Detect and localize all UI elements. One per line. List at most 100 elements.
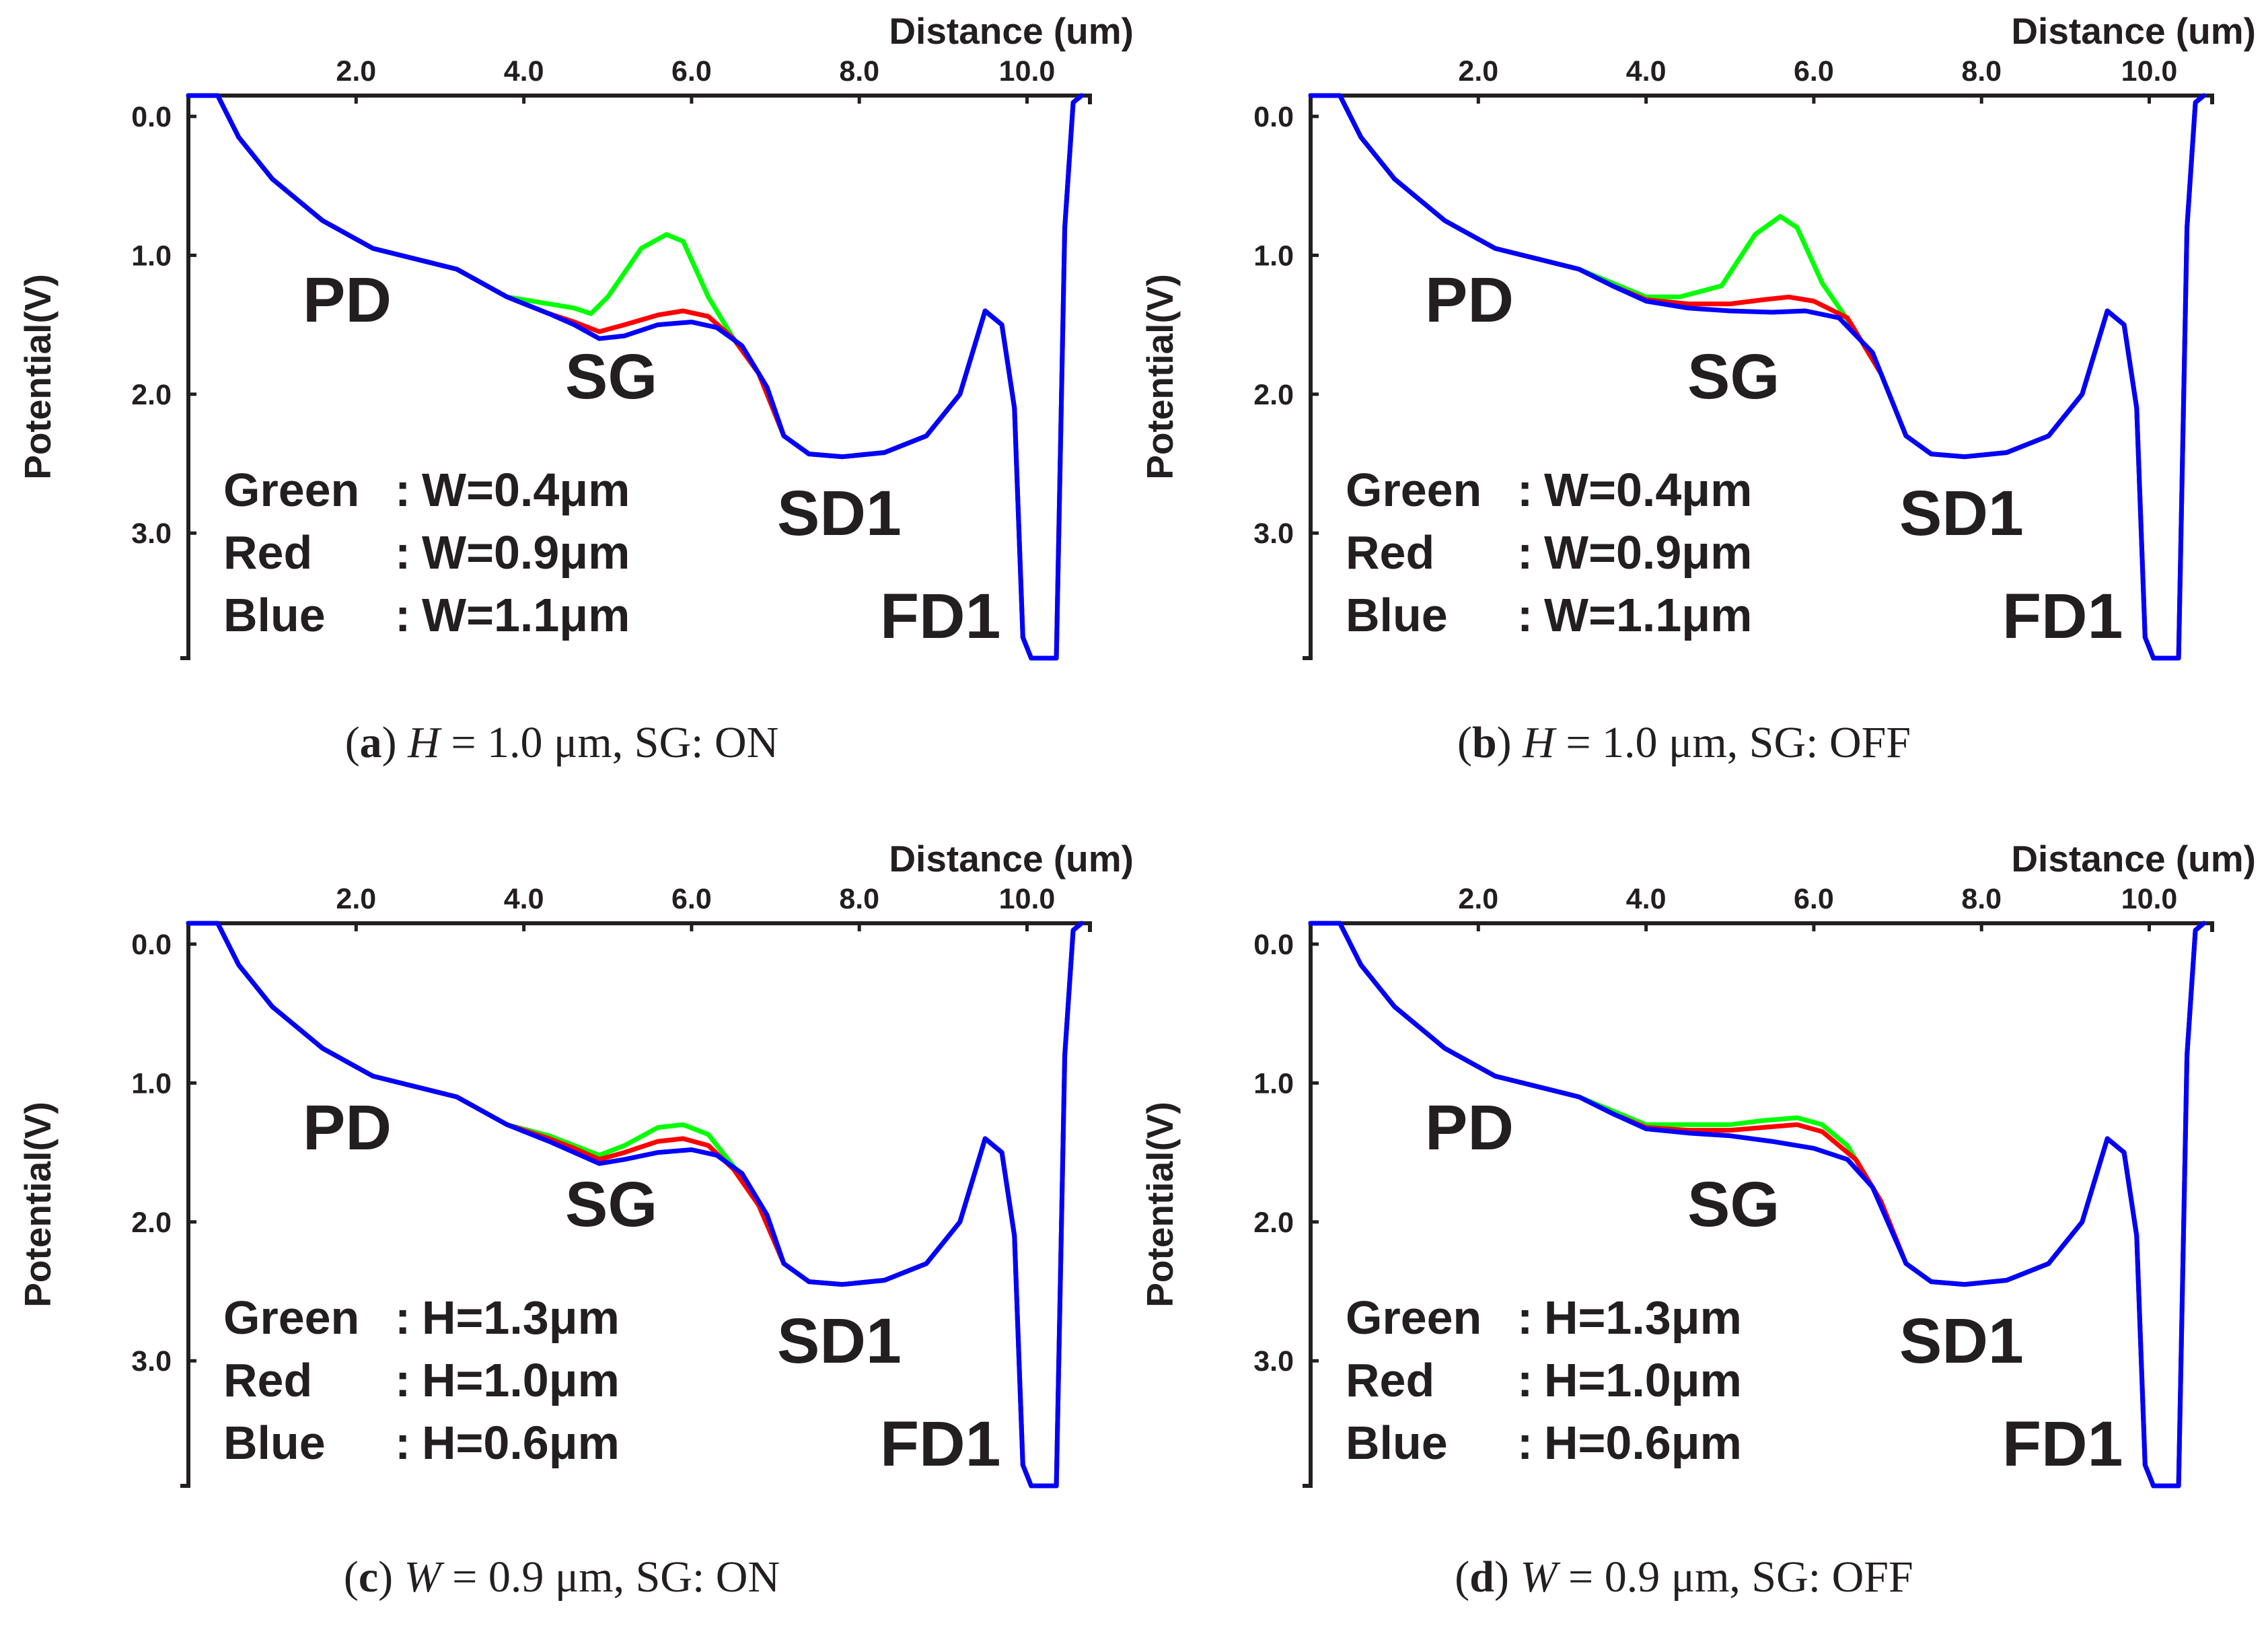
region-label-sd1: SD1 [1899,1305,2024,1377]
legend-separator: : [395,464,410,516]
panel-c: 2.0 4.0 6.0 8.0 10.0 0.0 1.0 2.0 3.0 Distance (um… [17,838,1134,1602]
x-tick-label: 10.0 [999,883,1056,915]
region-label-pd: PD [303,264,392,336]
caption-variable: H [1522,718,1557,767]
legend-separator: : [395,1417,410,1469]
y-tick-label: 2.0 [1253,1207,1294,1239]
legend-separator: : [395,526,410,579]
x-tick-label: 2.0 [336,883,376,915]
y-axis-line [180,94,198,660]
legend-name: Blue [1346,589,1448,641]
y-tick-label: 3.0 [131,1345,172,1377]
x-tick-label: 10.0 [999,55,1056,87]
caption-letter: b [1472,718,1497,767]
x-tick-label: 8.0 [1961,55,2002,87]
x-tick-label: 6.0 [1794,883,1834,915]
region-label-sd1: SD1 [777,478,902,549]
legend-value: W=0.9μm [422,526,630,579]
x-tick-label: 6.0 [671,883,712,915]
legend-name: Green [1346,464,1481,516]
legend-value: W=1.1μm [422,589,630,641]
y-axis-title: Potential(V) [1139,274,1181,480]
legend-value: W=0.4μm [422,464,630,516]
caption-text: = 1.0 μm, SG: OFF [1555,718,1911,767]
region-label-fd1: FD1 [880,1408,1000,1480]
legend-name: Red [1346,1354,1434,1406]
legend-value: H=1.0μm [1544,1354,1742,1406]
caption-text: = 1.0 μm, SG: ON [440,718,778,767]
region-label-sd1: SD1 [777,1305,902,1377]
region-label-fd1: FD1 [2002,1408,2123,1480]
legend-name: Blue [1346,1417,1448,1469]
caption-letter: c [359,1552,378,1602]
region-label-sd1: SD1 [1899,478,2024,549]
region-label-pd: PD [303,1092,392,1164]
legend-separator: : [1517,526,1533,579]
y-tick-label: 3.0 [1253,1345,1294,1377]
x-tick-label: 2.0 [336,55,376,87]
y-tick-label: 1.0 [1253,1067,1294,1100]
y-axis-line [1303,921,1320,1488]
y-axis-title: Potential(V) [17,1102,59,1308]
legend-separator: : [395,1354,410,1406]
legend-separator: : [395,589,410,641]
legend-name: Red [223,526,312,579]
region-label-sg: SG [565,1169,657,1240]
caption-text: = 0.9 μm, SG: OFF [1557,1552,1913,1602]
x-tick-label: 4.0 [504,883,544,915]
x-tick-label: 4.0 [1626,55,1667,87]
series-line-blue [186,921,1084,1489]
region-label-fd1: FD1 [2002,581,2123,652]
series-line-blue [1308,921,2206,1489]
x-tick-label: 2.0 [1458,55,1498,87]
legend-value: W=0.9μm [1544,526,1752,579]
panel-a: 2.0 4.0 6.0 8.0 10.0 0.0 1.0 2.0 3.0 Distance (um… [17,10,1134,767]
series-line-blue [1308,93,2206,661]
region-label-sg: SG [565,341,657,413]
caption-text: = 0.9 μm, SG: ON [441,1552,780,1602]
panel-caption: (c) W = 0.9 μm, SG: ON [344,1552,780,1602]
legend-name: Green [223,464,359,516]
y-tick-label: 3.0 [131,517,172,550]
legend-value: H=1.0μm [422,1354,620,1406]
y-axis-title: Potential(V) [1139,1102,1181,1308]
legend-value: H=0.6μm [422,1417,620,1469]
caption-variable: H [407,718,442,767]
x-axis-title: Distance (um) [889,10,1134,52]
y-tick-label: 2.0 [131,379,172,411]
y-tick-label: 3.0 [1253,517,1294,550]
y-tick-label: 2.0 [1253,379,1294,411]
legend-name: Blue [223,1417,326,1469]
legend-separator: : [1517,1417,1533,1469]
panel-caption: (d) W = 0.9 μm, SG: OFF [1455,1552,1913,1602]
legend-value: H=1.3μm [1544,1291,1742,1344]
legend-name: Green [223,1291,359,1344]
x-tick-label: 6.0 [1794,55,1834,87]
legend-separator: : [1517,1291,1533,1344]
y-axis-line [1303,94,1320,660]
x-tick-label: 8.0 [839,55,879,87]
panel-caption: (a) H = 1.0 μm, SG: ON [345,718,779,767]
legend-value: W=0.4μm [1544,464,1752,516]
panel-caption: (b) H = 1.0 μm, SG: OFF [1457,718,1911,767]
y-tick-label: 0.0 [131,101,172,133]
legend-name: Red [223,1354,312,1406]
y-tick-label: 1.0 [1253,240,1294,272]
caption-variable: W [1520,1552,1560,1602]
x-tick-label: 8.0 [1961,883,2002,915]
y-tick-label: 1.0 [131,240,172,272]
x-tick-label: 4.0 [504,55,544,87]
legend-name: Green [1346,1291,1481,1344]
x-tick-label: 4.0 [1626,883,1667,915]
legend-separator: : [1517,589,1533,641]
x-tick-label: 2.0 [1458,883,1498,915]
x-tick-label: 6.0 [671,55,712,87]
legend-name: Blue [223,589,326,641]
y-tick-label: 0.0 [1253,101,1294,133]
legend-separator: : [395,1291,410,1344]
x-axis-line [1320,921,2214,932]
x-tick-label: 10.0 [2121,883,2178,915]
x-axis-title: Distance (um) [2011,10,2256,52]
region-label-fd1: FD1 [880,581,1000,652]
